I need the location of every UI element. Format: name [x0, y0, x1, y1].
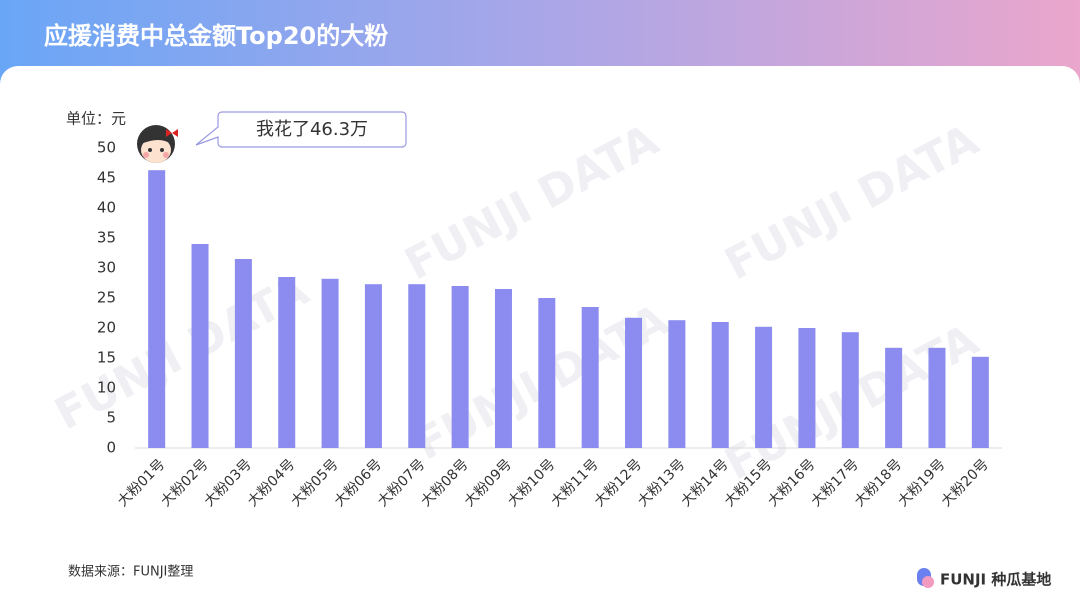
bar: [321, 278, 339, 448]
y-tick-label: 35: [97, 229, 116, 247]
watermark: FUNJI DATA: [717, 115, 987, 291]
bar: [928, 347, 946, 448]
y-tick-label: 25: [97, 289, 116, 307]
y-tick-label: 50: [97, 139, 116, 157]
bar: [494, 289, 512, 448]
y-tick-label: 40: [97, 199, 116, 217]
callout-text: 我花了46.3万: [256, 119, 368, 140]
y-tick-label: 0: [106, 439, 116, 457]
y-tick-label: 15: [97, 349, 116, 367]
bar: [581, 307, 599, 448]
y-tick-label: 5: [106, 409, 116, 427]
page-title: 应援消费中总金额Top20的大粉: [44, 22, 389, 50]
bar: [711, 322, 729, 448]
y-tick-label: 20: [97, 319, 116, 337]
brand-name: FUNJI 种瓜基地: [940, 571, 1051, 589]
bar: [538, 298, 556, 448]
source-note: 数据来源：FUNJI整理: [68, 565, 193, 580]
bar: [234, 259, 252, 448]
y-axis-unit: 单位：元: [66, 110, 126, 128]
bar: [885, 347, 903, 448]
bar: [841, 332, 859, 448]
bar: [625, 317, 643, 448]
callout-bubble: [195, 111, 407, 148]
bar: [148, 170, 166, 448]
bar: [364, 284, 382, 448]
avatar: [137, 125, 178, 163]
bar: [408, 284, 426, 448]
y-tick-label: 45: [97, 169, 116, 187]
y-tick-label: 10: [97, 379, 116, 397]
y-tick-label: 30: [97, 259, 116, 277]
bar: [755, 326, 773, 448]
bar: [668, 320, 686, 448]
x-tick-label: 大粉20号: [938, 456, 992, 510]
watermark: FUNJI DATA: [47, 265, 317, 441]
brand-logo: FUNJI 种瓜基地: [917, 568, 1051, 589]
bar: [191, 244, 209, 448]
bar: [451, 286, 469, 448]
watermark: FUNJI DATA: [397, 115, 667, 291]
bar: [798, 328, 816, 448]
bar: [278, 277, 296, 448]
bar: [971, 356, 989, 448]
